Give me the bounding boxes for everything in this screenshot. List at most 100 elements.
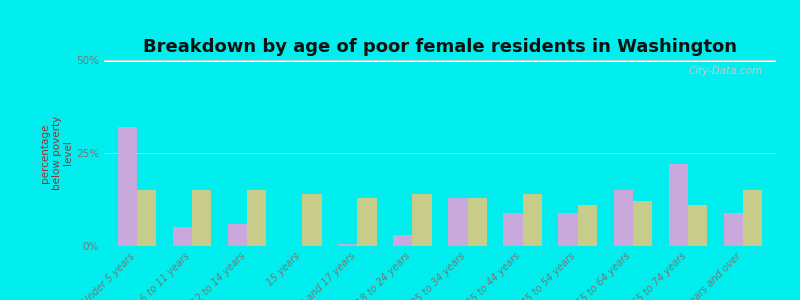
Bar bbox=[104, 61, 776, 62]
Bar bbox=[104, 60, 776, 61]
Bar bbox=[104, 60, 776, 61]
Bar bbox=[104, 61, 776, 62]
Bar bbox=[104, 60, 776, 61]
Bar bbox=[104, 61, 776, 62]
Bar bbox=[104, 60, 776, 61]
Bar bbox=[104, 60, 776, 61]
Bar bbox=[104, 60, 776, 61]
Bar bbox=[104, 60, 776, 61]
Bar bbox=[104, 60, 776, 61]
Bar bbox=[104, 60, 776, 61]
Bar bbox=[104, 60, 776, 61]
Bar bbox=[104, 60, 776, 62]
Bar bbox=[247, 190, 266, 246]
Bar bbox=[302, 194, 322, 246]
Bar bbox=[104, 61, 776, 62]
Bar bbox=[104, 60, 776, 61]
Bar bbox=[503, 212, 522, 246]
Bar bbox=[104, 60, 776, 61]
Bar bbox=[358, 198, 377, 246]
Bar bbox=[104, 61, 776, 62]
Bar bbox=[104, 61, 776, 62]
Bar bbox=[104, 60, 776, 61]
Bar bbox=[104, 60, 776, 61]
Bar bbox=[104, 60, 776, 61]
Bar bbox=[104, 61, 776, 62]
Bar bbox=[104, 60, 776, 61]
Bar bbox=[104, 61, 776, 62]
Bar bbox=[104, 60, 776, 61]
Bar bbox=[104, 60, 776, 61]
Bar bbox=[104, 60, 776, 62]
Bar bbox=[104, 61, 776, 62]
Bar bbox=[104, 61, 776, 62]
Bar bbox=[104, 61, 776, 62]
Bar bbox=[104, 60, 776, 61]
Bar bbox=[393, 235, 413, 246]
Bar bbox=[104, 60, 776, 61]
Bar bbox=[104, 60, 776, 61]
Y-axis label: percentage
below poverty
level: percentage below poverty level bbox=[40, 116, 74, 190]
Bar bbox=[104, 60, 776, 61]
Bar bbox=[104, 61, 776, 62]
Bar bbox=[467, 198, 487, 246]
Bar bbox=[104, 60, 776, 62]
Bar bbox=[192, 190, 211, 246]
Bar bbox=[104, 60, 776, 61]
Bar bbox=[338, 244, 358, 246]
Bar bbox=[104, 60, 776, 61]
Bar bbox=[104, 60, 776, 61]
Bar bbox=[104, 60, 776, 61]
Bar bbox=[104, 61, 776, 62]
Bar bbox=[104, 60, 776, 61]
Bar bbox=[104, 60, 776, 61]
Bar bbox=[104, 61, 776, 62]
Bar bbox=[104, 60, 776, 61]
Bar bbox=[104, 60, 776, 61]
Bar bbox=[104, 60, 776, 61]
Bar bbox=[104, 60, 776, 61]
Bar bbox=[104, 60, 776, 61]
Bar bbox=[104, 60, 776, 61]
Bar bbox=[104, 60, 776, 61]
Bar bbox=[104, 60, 776, 61]
Bar bbox=[104, 61, 776, 62]
Bar bbox=[104, 60, 776, 61]
Bar bbox=[104, 60, 776, 62]
Bar bbox=[578, 205, 597, 246]
Bar bbox=[104, 60, 776, 61]
Bar bbox=[104, 60, 776, 61]
Bar bbox=[104, 60, 776, 61]
Bar bbox=[104, 60, 776, 61]
Bar bbox=[104, 60, 776, 61]
Bar bbox=[104, 60, 776, 61]
Bar bbox=[104, 60, 776, 61]
Bar bbox=[743, 190, 762, 246]
Bar bbox=[104, 61, 776, 62]
Bar bbox=[104, 61, 776, 62]
Bar bbox=[104, 61, 776, 62]
Bar bbox=[104, 61, 776, 62]
Bar bbox=[104, 60, 776, 61]
Bar bbox=[104, 61, 776, 62]
Bar bbox=[104, 61, 776, 62]
Bar bbox=[104, 60, 776, 61]
Bar bbox=[104, 60, 776, 61]
Bar bbox=[137, 190, 156, 246]
Bar bbox=[104, 61, 776, 62]
Bar bbox=[228, 224, 247, 246]
Bar bbox=[104, 61, 776, 62]
Bar bbox=[104, 60, 776, 61]
Bar bbox=[104, 60, 776, 61]
Bar bbox=[104, 61, 776, 62]
Bar bbox=[104, 60, 776, 61]
Bar bbox=[104, 60, 776, 61]
Bar bbox=[104, 60, 776, 61]
Bar bbox=[104, 60, 776, 61]
Bar bbox=[104, 60, 776, 61]
Bar bbox=[558, 212, 578, 246]
Bar bbox=[413, 194, 432, 246]
Bar bbox=[522, 194, 542, 246]
Bar bbox=[724, 212, 743, 246]
Text: City-Data.com: City-Data.com bbox=[689, 66, 762, 76]
